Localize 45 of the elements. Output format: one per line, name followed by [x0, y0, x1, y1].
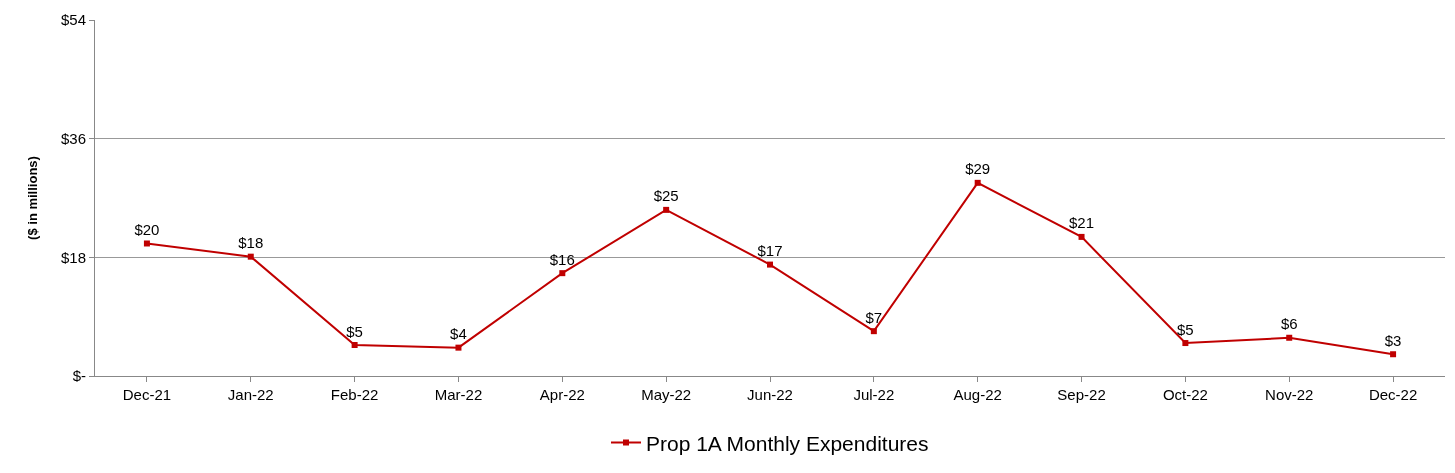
data-label: $16 [549, 250, 575, 268]
x-tick-label: May-22 [641, 386, 692, 403]
point [1182, 340, 1189, 347]
legend-label: Prop 1A Monthly Expenditures [646, 431, 929, 455]
y-tick-label: $18 [60, 248, 86, 266]
y-axis-title: ($ in millions) [24, 156, 40, 240]
x-tick-label: Nov-22 [1265, 386, 1314, 403]
x-tick-label: Jul-22 [853, 386, 895, 403]
y-tick-label: $- [72, 367, 86, 385]
point [767, 261, 773, 268]
data-label: $29 [965, 160, 991, 178]
y-tick-label: $36 [60, 129, 86, 147]
data-label: $4 [450, 325, 467, 343]
data-label: $3 [1384, 331, 1402, 349]
point [1078, 233, 1085, 240]
x-tick-label: Aug-22 [953, 386, 1002, 403]
x-tick-label: Mar-22 [434, 386, 483, 403]
point [663, 206, 670, 213]
point [455, 344, 462, 351]
x-tick-label: Jun-22 [747, 386, 793, 403]
point [974, 179, 981, 186]
data-label: $7 [865, 308, 883, 326]
data-label: $25 [653, 187, 679, 205]
x-tick-label: Apr-22 [539, 386, 585, 403]
point [559, 270, 566, 277]
data-label: $5 [346, 322, 363, 340]
data-label: $20 [134, 220, 160, 238]
point [870, 328, 877, 335]
data-label: $17 [757, 242, 783, 260]
x-tick-label: Sep-22 [1057, 386, 1106, 403]
point [143, 240, 150, 247]
point [1286, 334, 1293, 341]
data-label: $18 [238, 234, 264, 252]
point [247, 253, 254, 260]
x-tick-label: Dec-22 [1368, 386, 1418, 403]
data-label: $21 [1069, 214, 1095, 232]
x-tick-label: Jan-22 [227, 386, 274, 403]
point [1390, 351, 1397, 358]
x-tick-label: Dec-21 [122, 386, 172, 403]
y-tick-label: $54 [60, 11, 86, 29]
x-tick-label: Oct-22 [1162, 386, 1208, 403]
data-label: $5 [1177, 320, 1194, 338]
x-tick-label: Feb-22 [330, 386, 379, 403]
data-label: $6 [1280, 315, 1298, 333]
point [351, 342, 358, 349]
